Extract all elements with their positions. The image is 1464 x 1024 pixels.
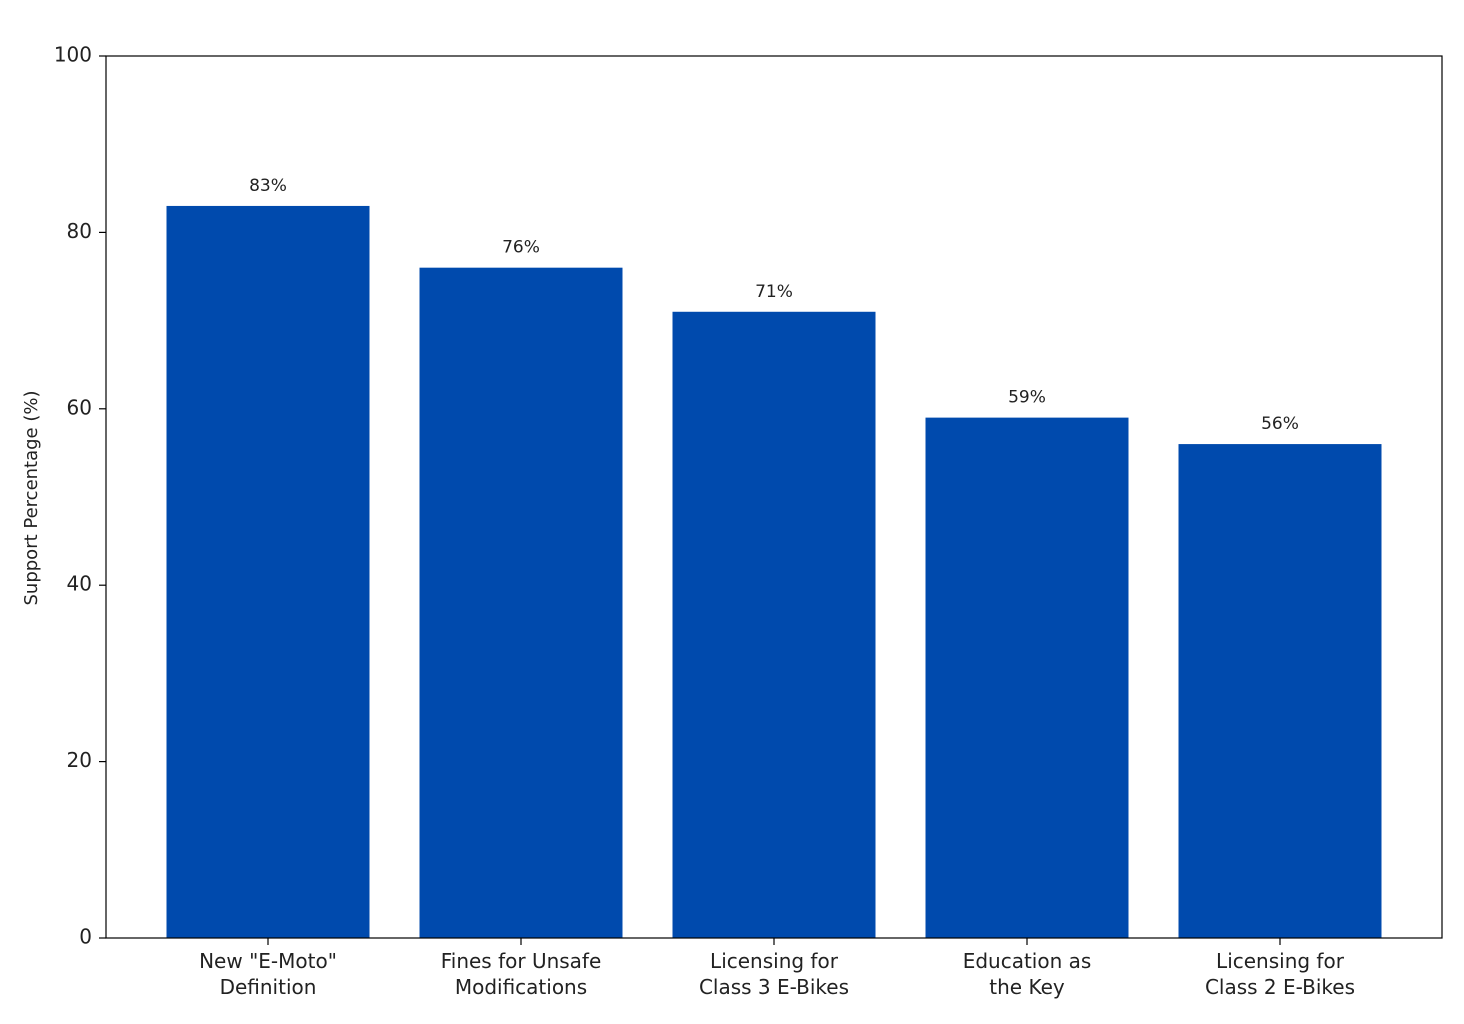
y-tick-label: 100 xyxy=(54,43,92,67)
y-tick-label: 20 xyxy=(67,748,92,772)
plot-frame xyxy=(105,55,1443,939)
bar xyxy=(1178,444,1382,938)
y-tick-label: 0 xyxy=(79,925,92,949)
value-label: 56% xyxy=(1261,414,1299,434)
value-label: 71% xyxy=(755,282,793,302)
bar xyxy=(672,311,876,938)
x-tick-label: New "E-Moto" Definition xyxy=(199,949,337,999)
y-axis-label: Support Percentage (%) xyxy=(21,390,42,605)
value-label: 76% xyxy=(502,238,540,258)
value-label: 59% xyxy=(1008,388,1046,408)
y-tick-label: 80 xyxy=(67,219,92,243)
value-label: 83% xyxy=(249,176,287,196)
x-tick-label: Fines for Unsafe Modifications xyxy=(440,949,602,999)
x-tick-label: Licensing for Class 3 E-Bikes xyxy=(698,949,850,999)
x-tick-label: Licensing for Class 2 E-Bikes xyxy=(1204,949,1356,999)
bar xyxy=(166,205,370,938)
y-tick-label: 60 xyxy=(67,395,92,419)
y-tick-label: 40 xyxy=(67,572,92,596)
bar xyxy=(419,267,623,938)
x-tick-label: Education as the Key xyxy=(962,949,1092,999)
bar xyxy=(925,417,1129,938)
